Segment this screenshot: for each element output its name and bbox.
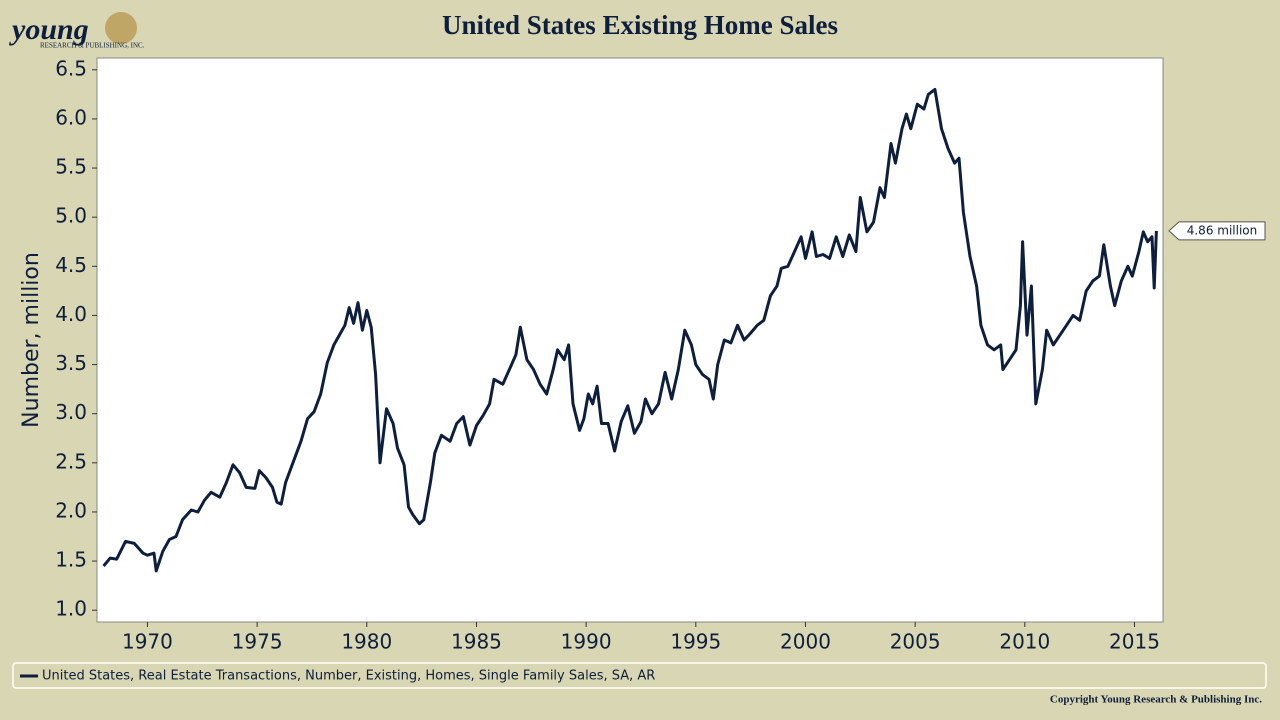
x-tick-label: 2000 xyxy=(780,630,831,654)
x-tick-label: 1990 xyxy=(561,630,612,654)
x-tick-label: 1975 xyxy=(232,630,283,654)
y-axis-label: Number, million xyxy=(19,252,44,428)
x-tick-label: 2010 xyxy=(999,630,1050,654)
y-tick-label: 5.0 xyxy=(55,204,87,228)
y-tick-label: 6.5 xyxy=(55,56,87,80)
x-tick-label: 1970 xyxy=(122,630,173,654)
x-tick-label: 1995 xyxy=(670,630,721,654)
legend-box xyxy=(12,662,1267,689)
logo-sub: RESEARCH & PUBLISHING, INC. xyxy=(40,42,145,50)
y-tick-label: 1.0 xyxy=(55,597,87,621)
copyright: Copyright Young Research & Publishing In… xyxy=(1050,694,1262,706)
y-tick-label: 4.5 xyxy=(55,253,87,277)
series-line xyxy=(102,87,1158,573)
x-tick-label: 2005 xyxy=(890,630,941,654)
legend-label: United States, Real Estate Transactions,… xyxy=(42,669,655,684)
x-tick-label: 2015 xyxy=(1109,630,1160,654)
logo-globe xyxy=(105,12,137,44)
logo: young xyxy=(9,13,89,46)
chart-title: United States Existing Home Sales xyxy=(442,10,838,40)
y-tick-label: 1.5 xyxy=(55,548,87,572)
y-tick-label: 6.0 xyxy=(55,105,87,129)
y-tick-label: 2.0 xyxy=(55,498,87,522)
y-tick-label: 5.5 xyxy=(55,155,87,179)
y-tick-label: 3.0 xyxy=(55,400,87,424)
plot-area xyxy=(96,57,1164,623)
y-tick-label: 4.0 xyxy=(55,302,87,326)
callout xyxy=(1168,221,1266,241)
y-tick-label: 2.5 xyxy=(55,449,87,473)
x-tick-label: 1985 xyxy=(451,630,502,654)
y-tick-label: 3.5 xyxy=(55,351,87,375)
x-tick-label: 1980 xyxy=(341,630,392,654)
callout-label: 4.86 million xyxy=(1187,223,1258,237)
